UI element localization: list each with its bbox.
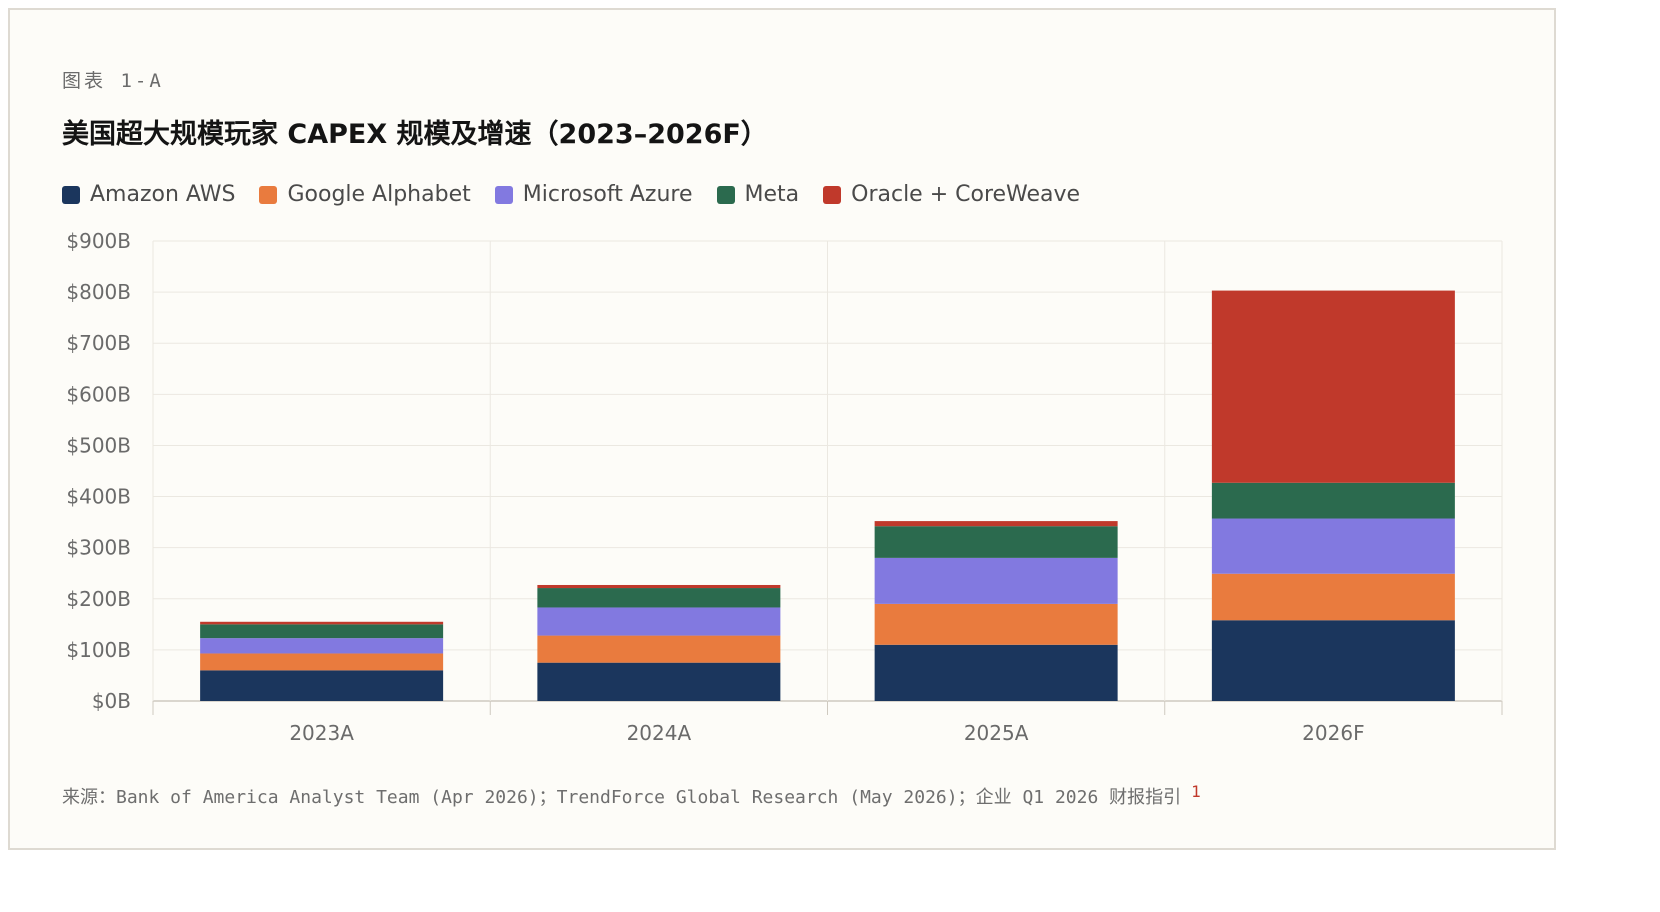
source-text: 来源：Bank of America Analyst Team (Apr 202… [62, 787, 1182, 808]
y-tick-label: $800B [66, 280, 131, 304]
bar-segment-2025a-3 [874, 526, 1118, 558]
figure-label: 图表 1-A [62, 70, 164, 92]
bar-segment-2023a-4 [200, 621, 444, 625]
chart-legend: Amazon AWS Google Alphabet Microsoft Azu… [62, 182, 1104, 207]
legend-label-google: Google Alphabet [287, 182, 471, 207]
legend-swatch-google [259, 185, 278, 204]
bar-segment-2025a-0 [874, 644, 1118, 701]
x-tick-label: 2024A [627, 721, 692, 745]
legend-swatch-amazon [62, 185, 80, 204]
chart-title: 美国超大规模玩家 CAPEX 规模及增速（2023–2026F） [62, 119, 768, 150]
y-tick-label: $600B [66, 382, 131, 406]
y-tick-label: $200B [66, 587, 131, 611]
bar-segment-2023a-0 [200, 670, 444, 701]
x-tick-label: 2025A [964, 721, 1029, 745]
bar-segment-2023a-3 [200, 624, 444, 639]
bar-segment-2025a-2 [874, 557, 1118, 604]
card-border-right [1554, 8, 1556, 850]
bar-segment-2026f-3 [1211, 482, 1455, 519]
bar-segment-2024a-3 [537, 588, 781, 608]
legend-swatch-meta [716, 185, 735, 204]
y-tick-label: $300B [66, 536, 131, 560]
bar-segment-2024a-2 [537, 607, 781, 636]
legend-label-amazon: Amazon AWS [90, 182, 236, 207]
legend-item-meta[interactable]: Meta [716, 182, 800, 207]
legend-label-microsoft: Microsoft Azure [522, 182, 693, 207]
bar-segment-2026f-2 [1211, 518, 1455, 574]
x-tick-label: 2023A [289, 721, 354, 745]
source-note: 来源：Bank of America Analyst Team (Apr 202… [62, 782, 1201, 809]
legend-swatch-oracle [823, 185, 842, 204]
bar-segment-2026f-1 [1211, 573, 1455, 621]
bar-segment-2025a-4 [874, 521, 1118, 527]
y-tick-label: $700B [66, 331, 131, 355]
bar-segment-2023a-2 [200, 638, 444, 654]
y-tick-label: $900B [66, 229, 131, 253]
y-tick-label: $0B [92, 689, 131, 713]
y-tick-label: $400B [66, 485, 131, 509]
legend-item-oracle[interactable]: Oracle + CoreWeave [823, 182, 1080, 207]
legend-item-amazon[interactable]: Amazon AWS [62, 182, 235, 207]
legend-item-google[interactable]: Google Alphabet [259, 182, 471, 207]
legend-label-meta: Meta [744, 182, 800, 207]
y-tick-label: $100B [66, 638, 131, 662]
legend-label-oracle: Oracle + CoreWeave [851, 182, 1081, 207]
bar-segment-2024a-4 [537, 584, 781, 589]
bar-segment-2026f-4 [1211, 290, 1455, 483]
legend-swatch-microsoft [494, 185, 513, 204]
legend-item-microsoft[interactable]: Microsoft Azure [494, 182, 693, 207]
x-tick-label: 2026F [1302, 721, 1364, 745]
bar-segment-2024a-1 [537, 635, 781, 663]
bar-segment-2026f-0 [1211, 620, 1455, 701]
bar-segment-2023a-1 [200, 653, 444, 671]
footnote-marker[interactable]: 1 [1191, 782, 1201, 801]
y-tick-label: $500B [66, 433, 131, 457]
bar-segment-2025a-1 [874, 603, 1118, 645]
bar-segment-2024a-0 [537, 662, 781, 701]
